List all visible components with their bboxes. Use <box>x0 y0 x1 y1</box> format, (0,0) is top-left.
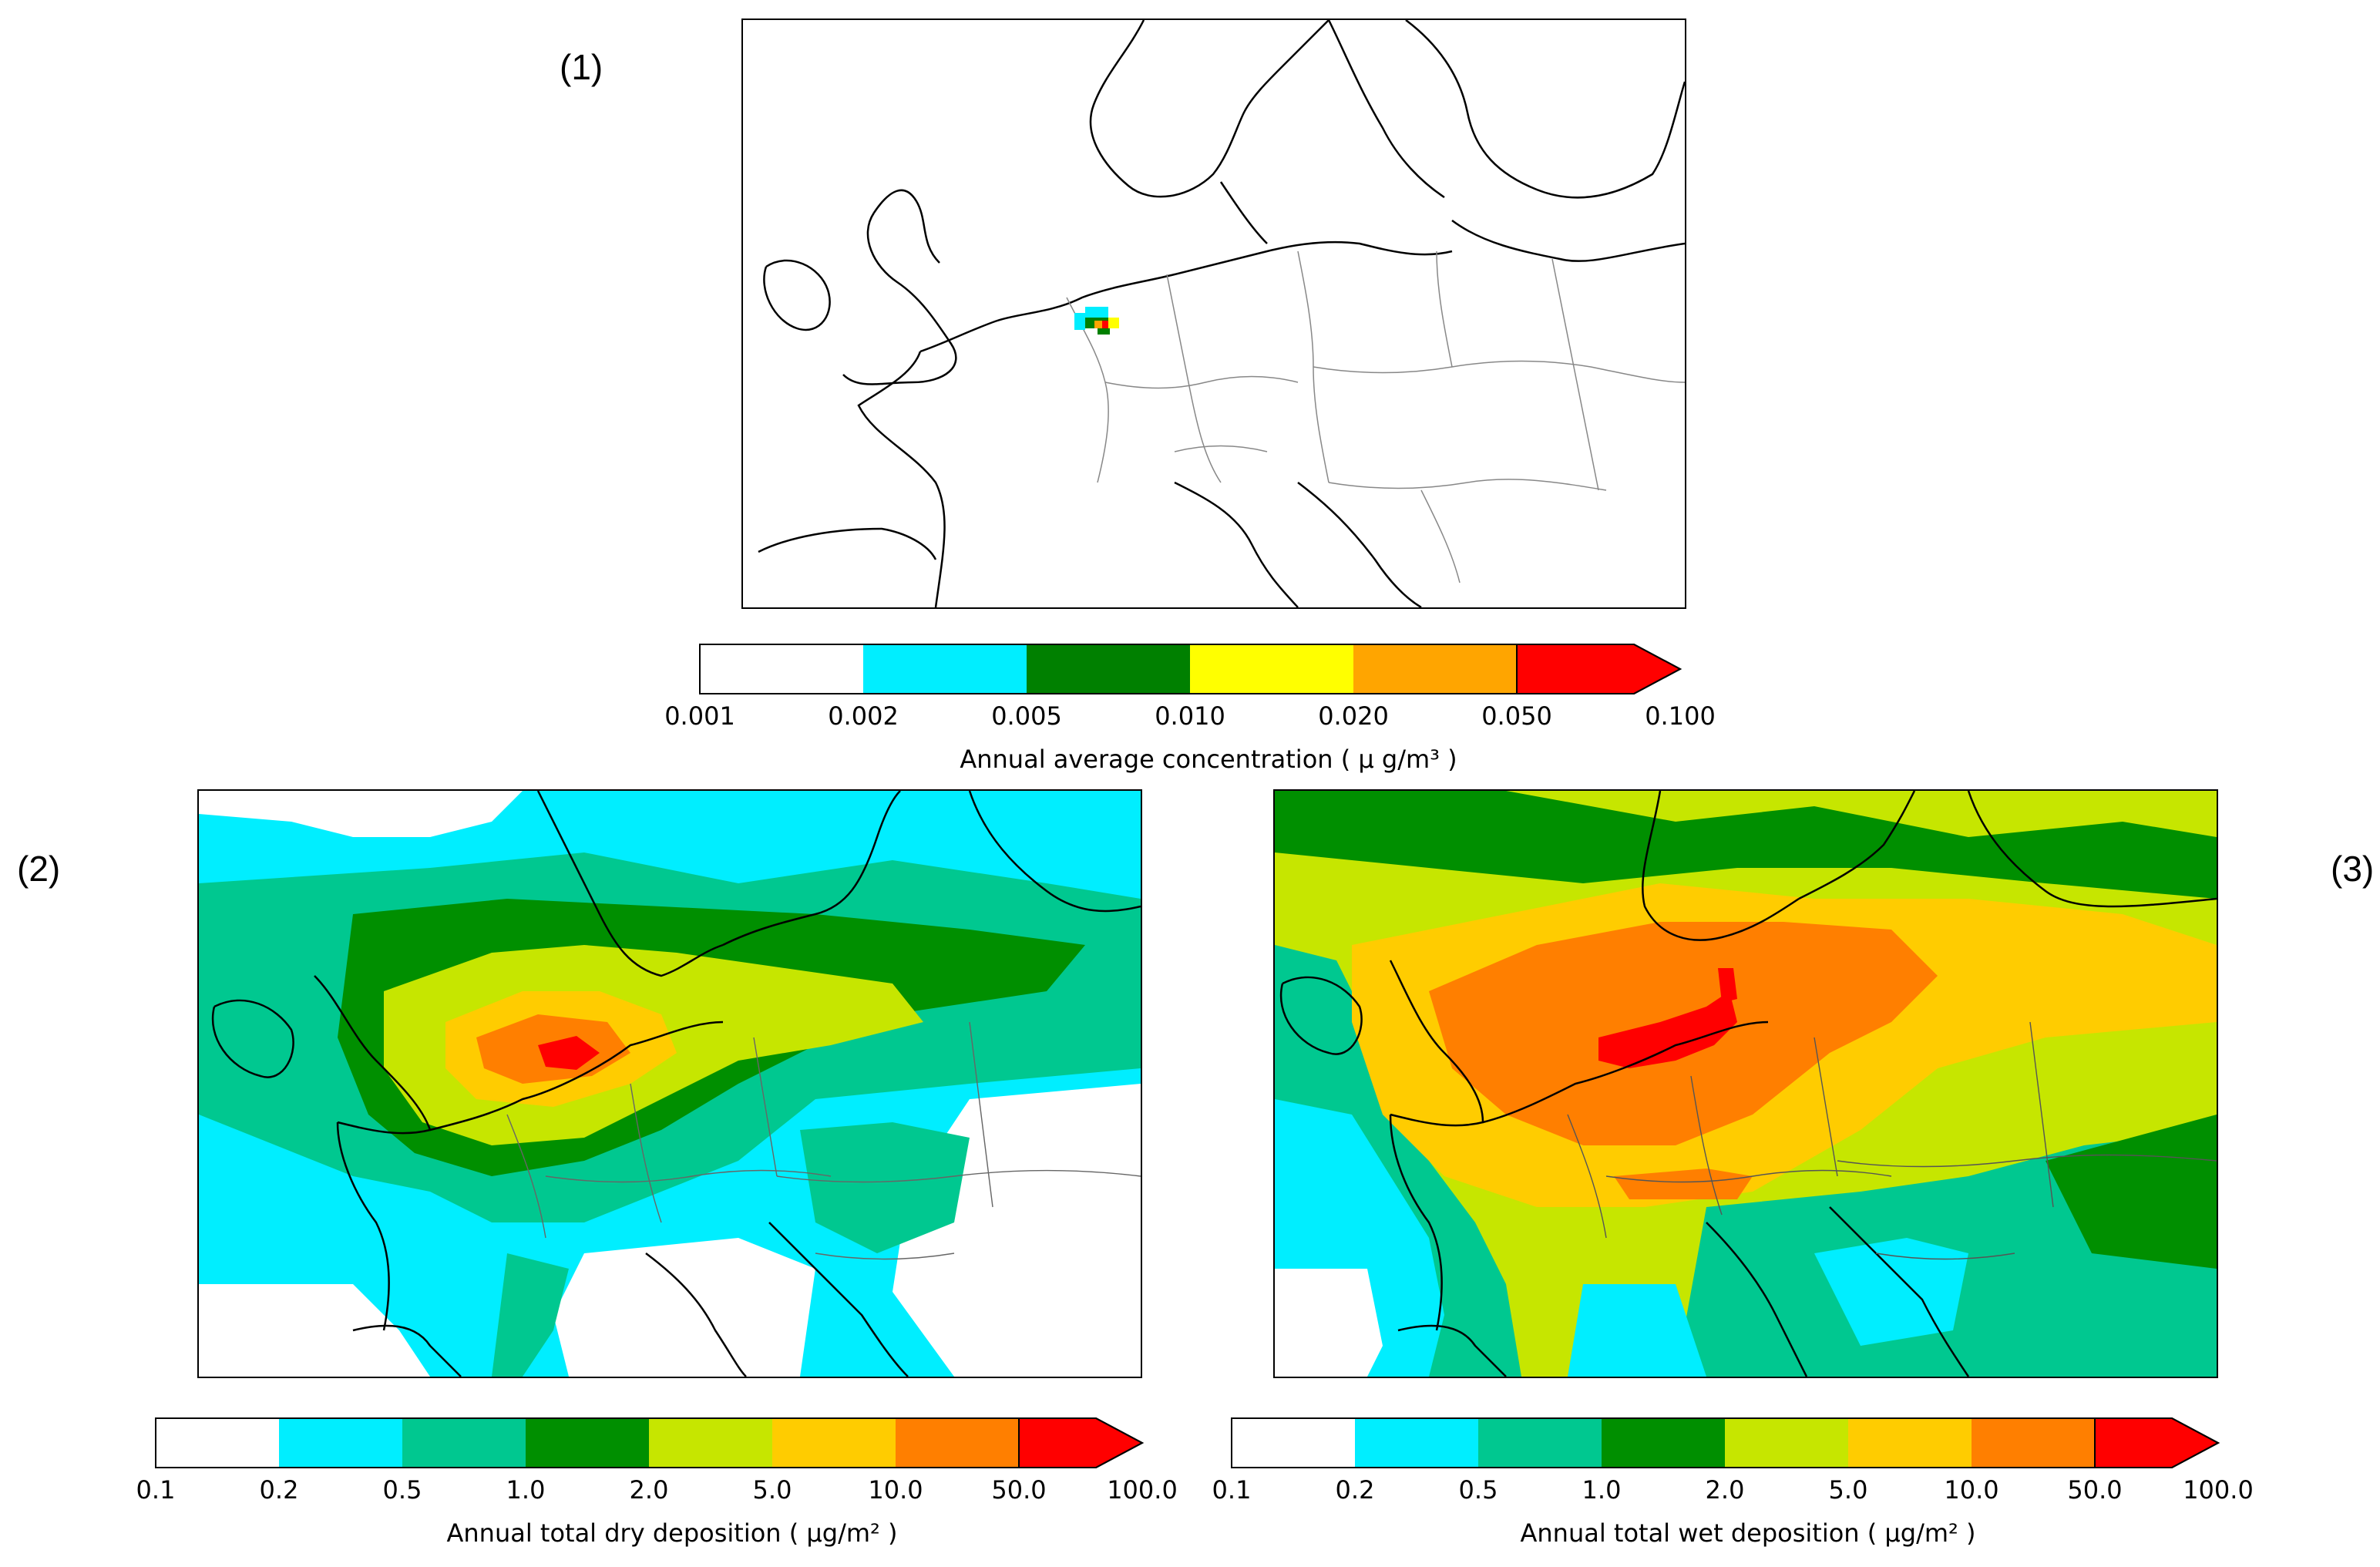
colorbar-unit-text: ( μg/m² ) <box>1867 1518 1976 1548</box>
wet-deposition-colorbar-bar <box>1231 1417 2220 1468</box>
dry-deposition-map <box>197 789 1142 1378</box>
colorbar-tick-label: 2.0 <box>1705 1475 1745 1505</box>
colorbar-title-text: Annual total wet deposition <box>1520 1518 1860 1548</box>
colorbar-extend-arrow <box>2094 1417 2220 1468</box>
colorbar-unit-text: ( μ g/m³ ) <box>1340 745 1457 774</box>
colorbar-cell <box>1725 1418 1848 1468</box>
colorbar-tick-label: 0.050 <box>1481 701 1552 731</box>
colorbar-cell <box>1190 644 1353 694</box>
colorbar-cell <box>156 1418 279 1468</box>
colorbar-title: Annual total dry deposition ( μg/m² ) <box>446 1518 897 1548</box>
concentration-colorbar-bar <box>699 644 1682 694</box>
colorbar-cell <box>1232 1418 1355 1468</box>
colorbar-cell <box>772 1418 896 1468</box>
colorbar-tick-label: 10.0 <box>1944 1475 1999 1505</box>
colorbar-tick-label: 0.1 <box>136 1475 176 1505</box>
colorbar-cell <box>1027 644 1190 694</box>
colorbar-cell <box>1848 1418 1972 1468</box>
dry-deposition-colorbar-bar <box>155 1417 1145 1468</box>
colorbar-cell <box>1972 1418 2095 1468</box>
colorbar-tick-label: 0.2 <box>259 1475 299 1505</box>
colorbar-cell <box>863 644 1027 694</box>
colorbar-extend-arrow <box>1516 644 1682 694</box>
colorbar-cell <box>896 1418 1019 1468</box>
colorbar-cell <box>279 1418 402 1468</box>
colorbar-tick-label: 0.2 <box>1335 1475 1375 1505</box>
colorbar-tick-label: 1.0 <box>1582 1475 1622 1505</box>
colorbar-tick-label: 5.0 <box>752 1475 792 1505</box>
colorbar-tick-label: 0.001 <box>664 701 735 731</box>
colorbar-tick-label: 50.0 <box>991 1475 1047 1505</box>
colorbar-tick-label: 0.5 <box>1458 1475 1498 1505</box>
colorbar-title-text: Annual total dry deposition <box>446 1518 782 1548</box>
wet-deposition-map <box>1273 789 2218 1378</box>
colorbar-cells <box>700 644 1517 694</box>
colorbar-outline <box>155 1417 1145 1468</box>
colorbar-tick-label: 0.002 <box>828 701 899 731</box>
colorbar-cell <box>526 1418 649 1468</box>
colorbar-title: Annual total wet deposition ( μg/m² ) <box>1520 1518 1975 1548</box>
colorbar-tick-label: 1.0 <box>506 1475 546 1505</box>
colorbar-cell <box>649 1418 772 1468</box>
colorbar-tick-label: 0.100 <box>1645 701 1716 731</box>
colorbar-extend-arrow <box>1018 1417 1145 1468</box>
colorbar-cell <box>1602 1418 1725 1468</box>
colorbar-outline <box>699 644 1682 694</box>
colorbar-tick-label: 10.0 <box>868 1475 923 1505</box>
colorbar-tick-label: 0.020 <box>1318 701 1389 731</box>
colorbar-cell <box>1478 1418 1602 1468</box>
colorbar-cells <box>156 1418 1019 1468</box>
wet-deposition-colorbar: 0.1 0.2 0.5 1.0 2.0 5.0 10.0 50.0 100.0 Annual t… <box>1212 1415 2264 1562</box>
colorbar-tick-label: 0.5 <box>382 1475 422 1505</box>
colorbar-tick-label: 100.0 <box>1107 1475 1178 1505</box>
colorbar-tick-label: 50.0 <box>2067 1475 2123 1505</box>
colorbar-cells <box>1232 1418 2095 1468</box>
colorbar-tick-label: 5.0 <box>1828 1475 1868 1505</box>
concentration-map <box>741 18 1686 609</box>
colorbar-cell <box>700 644 863 694</box>
panel-3-label: (3) <box>2331 849 2375 889</box>
panel-1-label: (1) <box>560 47 603 87</box>
colorbar-tick-label: 0.010 <box>1155 701 1225 731</box>
dry-deposition-colorbar: 0.1 0.2 0.5 1.0 2.0 5.0 10.0 50.0 100.0 Annual t… <box>136 1415 1188 1562</box>
colorbar-tick-label: 0.1 <box>1212 1475 1252 1505</box>
colorbar-tick-label: 2.0 <box>629 1475 669 1505</box>
colorbar-outline <box>1231 1417 2220 1468</box>
colorbar-title: Annual average concentration ( μ g/m³ ) <box>960 745 1457 774</box>
colorbar-tick-label: 100.0 <box>2183 1475 2254 1505</box>
concentration-colorbar: 0.001 0.002 0.005 0.010 0.020 0.050 0.100 Annu… <box>664 641 1717 774</box>
colorbar-unit-text: ( μg/m² ) <box>788 1518 898 1548</box>
colorbar-cell <box>1355 1418 1478 1468</box>
colorbar-tick-label: 0.005 <box>991 701 1062 731</box>
colorbar-title-text: Annual average concentration <box>960 745 1333 774</box>
colorbar-cell <box>402 1418 526 1468</box>
colorbar-cell <box>1353 644 1517 694</box>
panel-2-label: (2) <box>17 849 61 889</box>
